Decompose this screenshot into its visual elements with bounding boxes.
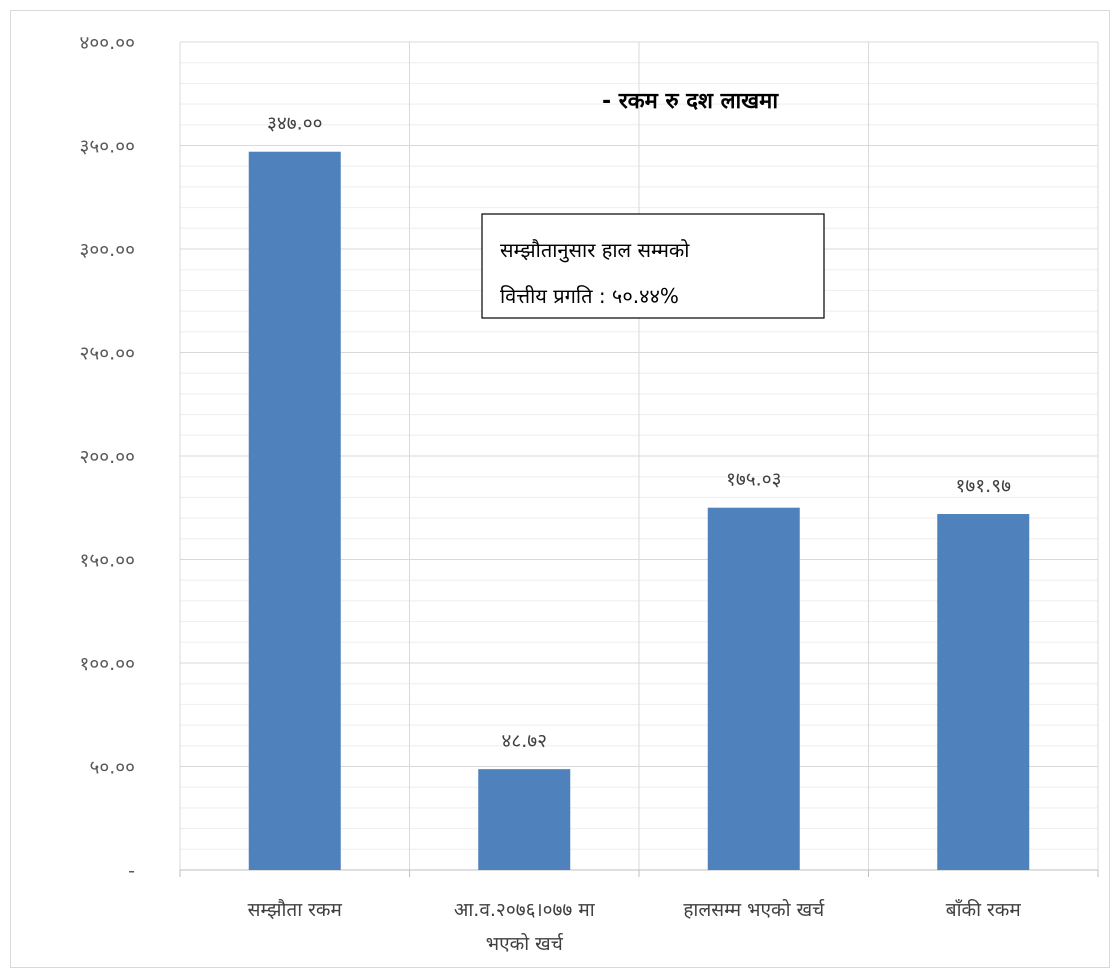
y-tick-label: २५०.०० — [80, 343, 135, 365]
annotation-text: सम्झौतानुसार हाल सम्मको — [500, 238, 690, 263]
chart-subtitle: - रकम रु दश लाखमा — [602, 89, 779, 114]
bar — [478, 769, 571, 870]
bar — [707, 507, 800, 870]
x-tick-label: भएको खर्च — [486, 932, 564, 955]
y-tick-label: ४००.०० — [80, 32, 135, 54]
y-tick-label: ३००.०० — [80, 239, 135, 261]
x-tick-label: सम्झौता रकम — [248, 898, 343, 921]
x-tick-label: हालसम्म भएको खर्च — [683, 898, 825, 921]
y-tick-label: २००.०० — [80, 446, 135, 468]
bar — [937, 514, 1030, 870]
annotation-box — [481, 213, 825, 319]
data-label: १७१.९७ — [956, 475, 1012, 497]
data-label: १७५.०३ — [726, 469, 781, 491]
chart-frame — [10, 10, 1110, 968]
y-tick-label: १५०.०० — [80, 550, 135, 572]
data-label: ४८.७२ — [501, 730, 547, 752]
x-tick-label: आ.व.२०७६।०७७ मा — [454, 899, 596, 921]
y-tick-label: ३५०.०० — [80, 136, 135, 158]
annotation-text: वित्तीय प्रगति : ५०.४४% — [500, 284, 679, 308]
x-tick-label: बाँकी रकम — [946, 898, 1022, 921]
y-tick-label: ५०.०० — [89, 757, 135, 779]
y-tick-label: - — [128, 860, 135, 882]
y-tick-label: १००.०० — [80, 653, 135, 675]
bar — [248, 151, 341, 870]
data-label: ३४७.०० — [267, 113, 322, 135]
